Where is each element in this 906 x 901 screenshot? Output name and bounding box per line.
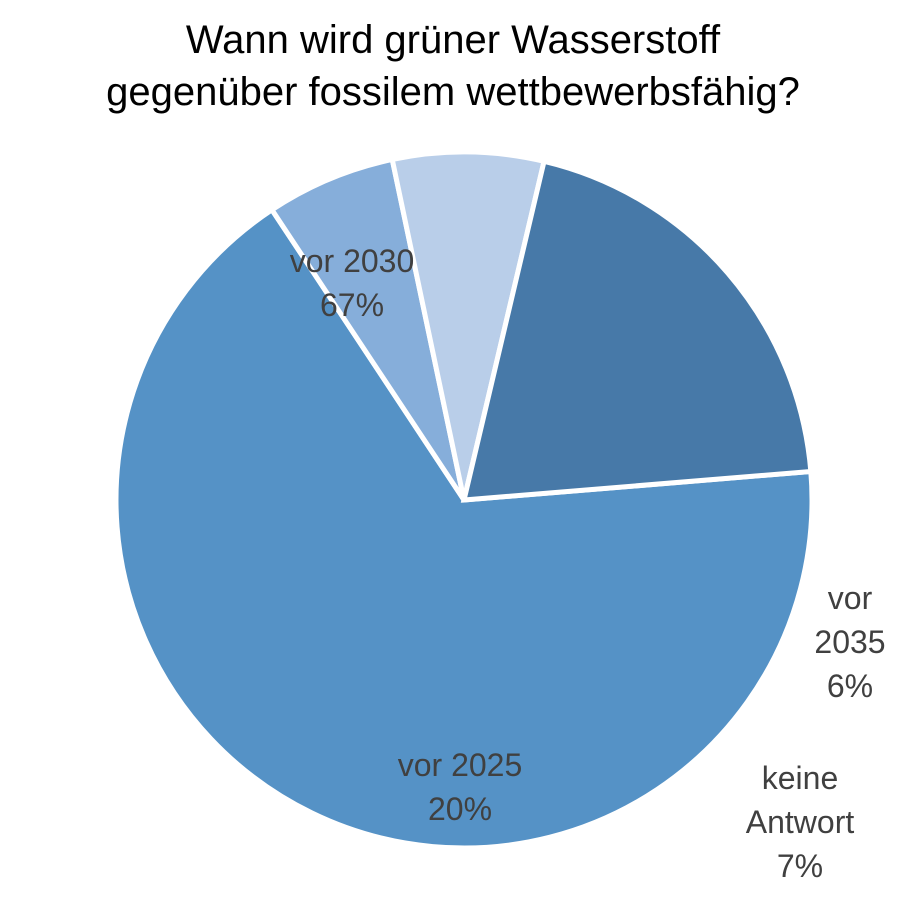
data-label-line: 67% (320, 287, 384, 323)
data-label-line: keine (762, 760, 839, 796)
data-label-line: vor 2025 (398, 747, 523, 783)
data-label-line: 7% (777, 848, 823, 884)
data-label-line: 20% (428, 791, 492, 827)
data-label-line: Antwort (746, 804, 855, 840)
data-label-vor-2025: vor 2025 20% (398, 747, 523, 827)
pie-slice-vor-2025 (460, 158, 814, 503)
pie-slice-vor-2030 (113, 206, 815, 851)
pie-slice-vor-2035 (268, 156, 467, 502)
data-label-line: 6% (827, 668, 873, 704)
pie-data-labels: vor 2030 67% vor 2035 6% keine Antwort 7% vor 20… (290, 243, 886, 884)
chart-title-line-1: Wann wird grüner Wasserstoff (185, 18, 721, 62)
pie-slices (113, 149, 815, 851)
data-label-line: 2035 (814, 624, 885, 660)
data-label-keine-antwort: keine Antwort 7% (746, 760, 855, 884)
data-label-line: vor 2030 (290, 243, 415, 279)
data-label-line: vor (828, 580, 873, 616)
chart-title-line-2: gegenüber fossilem wettbewerbsfähig? (106, 70, 800, 114)
chart-title: Wann wird grüner Wasserstoff gegenüber f… (0, 14, 906, 118)
data-label-vor-2030: vor 2030 67% (290, 243, 415, 323)
pie-slice-keine-antwort (389, 149, 548, 501)
data-label-vor-2035: vor 2035 6% (814, 580, 885, 704)
